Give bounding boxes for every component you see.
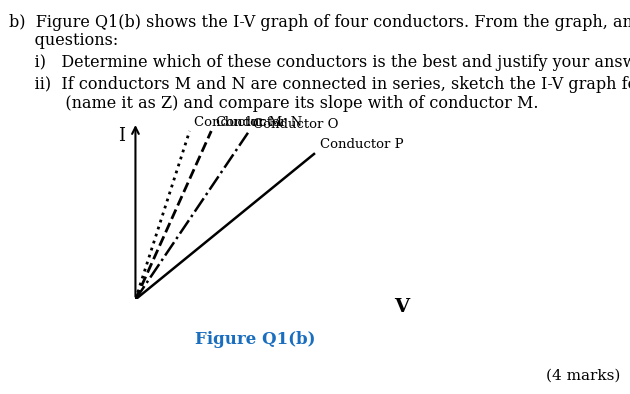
Text: Conductor O: Conductor O	[253, 118, 338, 131]
Text: (4 marks): (4 marks)	[546, 368, 621, 382]
Text: (name it as Z) and compare its slope with of conductor M.: (name it as Z) and compare its slope wit…	[9, 95, 539, 112]
Text: V: V	[394, 297, 409, 316]
Text: I: I	[118, 128, 125, 145]
Text: ii)  If conductors M and N are connected in series, sketch the I-V graph for the: ii) If conductors M and N are connected …	[9, 76, 630, 93]
Text: Figure Q1(b): Figure Q1(b)	[195, 331, 316, 348]
Text: questions:: questions:	[9, 32, 118, 49]
Text: b)  Figure Q1(b) shows the I-V graph of four conductors. From the graph, answer : b) Figure Q1(b) shows the I-V graph of f…	[9, 14, 630, 31]
Text: i)   Determine which of these conductors is the best and justify your answer.: i) Determine which of these conductors i…	[9, 54, 630, 71]
Text: Conductor M: Conductor M	[195, 116, 283, 129]
Text: Conductor N: Conductor N	[216, 116, 302, 129]
Text: Conductor P: Conductor P	[320, 138, 403, 151]
